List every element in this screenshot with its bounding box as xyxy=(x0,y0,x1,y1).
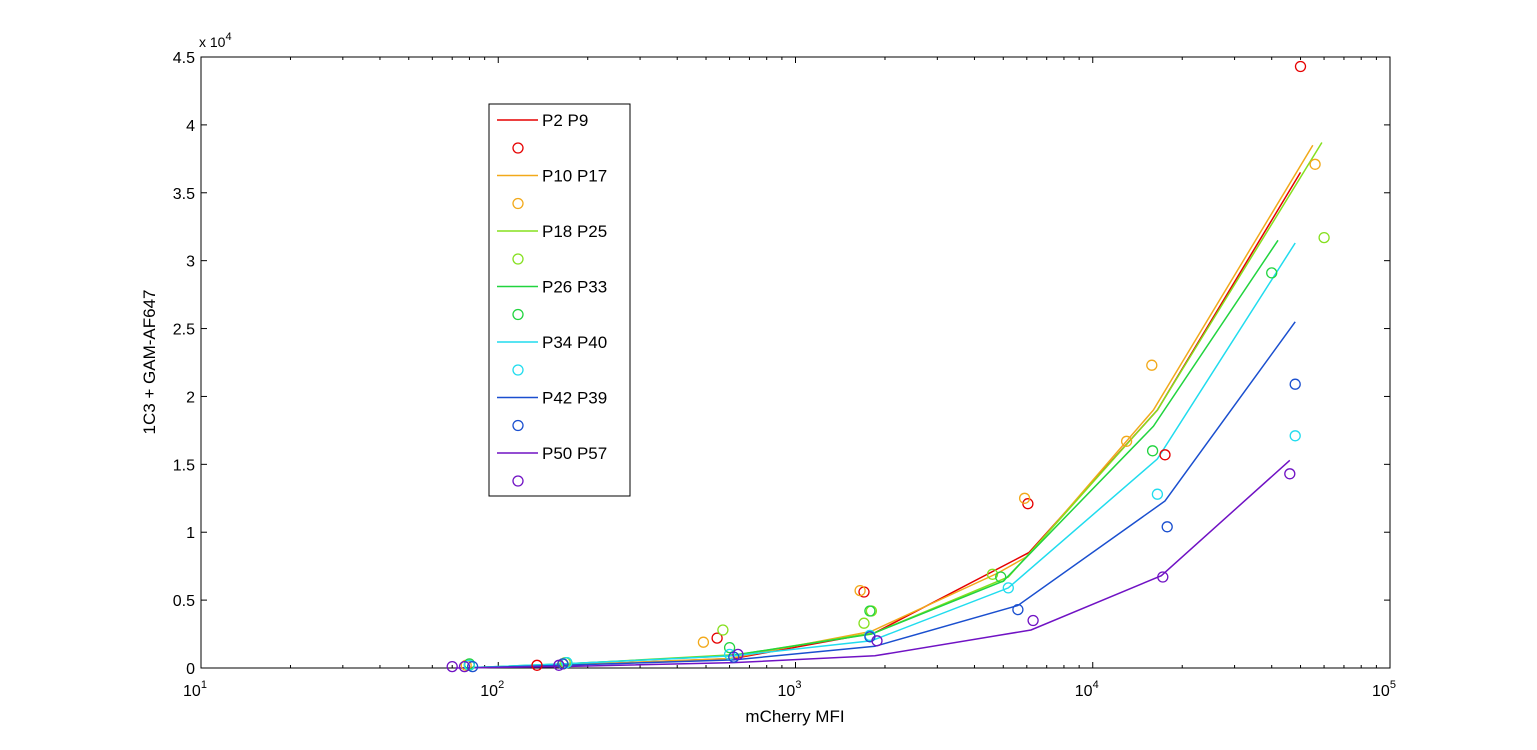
data-point xyxy=(717,624,729,636)
y-exponent-power: 4 xyxy=(225,31,231,43)
data-point xyxy=(1294,60,1307,73)
legend-marker-swatch xyxy=(512,308,524,321)
y-tick-label: 1.5 xyxy=(173,457,195,474)
data-point xyxy=(1027,614,1039,627)
data-point xyxy=(1159,449,1171,461)
data-point xyxy=(553,659,565,671)
legend-marker-swatch xyxy=(512,142,524,154)
x-tick-label: 104 xyxy=(1075,679,1099,700)
x-tick-label: 101 xyxy=(183,679,207,700)
data-point xyxy=(1151,488,1164,500)
data-point xyxy=(1309,158,1321,170)
axis-ticks xyxy=(200,56,1391,669)
y-tick-label: 4 xyxy=(186,118,195,135)
data-point xyxy=(1120,435,1133,447)
plot-area xyxy=(200,56,1391,669)
data-point xyxy=(1157,571,1169,583)
data-point xyxy=(864,605,876,617)
data-point xyxy=(1146,359,1158,371)
y-tick-label: 3.5 xyxy=(173,186,195,203)
series-points xyxy=(446,60,1330,673)
y-exponent-label: x 104 xyxy=(199,31,232,50)
y-axis-label: 1C3 + GAM-AF647 xyxy=(140,289,159,434)
data-point xyxy=(1161,521,1173,533)
y-tick-label: 4.5 xyxy=(173,50,195,67)
legend: P2 P9 P10 P17 P18 P25 P26 P33 P34 P40 P42 P39… xyxy=(488,103,631,497)
data-point xyxy=(995,571,1007,583)
data-point xyxy=(1289,378,1301,390)
legend-marker-swatch xyxy=(512,419,524,432)
data-point xyxy=(1012,603,1024,616)
data-point xyxy=(1146,445,1159,457)
svg-text:x 104: x 104 xyxy=(199,31,232,50)
data-point xyxy=(1266,267,1278,279)
data-point xyxy=(723,641,736,654)
data-point xyxy=(1022,498,1034,510)
x-tick-label: 102 xyxy=(480,679,504,700)
data-point xyxy=(858,617,870,629)
legend-label: P42 P39 xyxy=(542,389,607,408)
data-point xyxy=(697,636,710,648)
data-point xyxy=(986,568,999,580)
legend-marker-swatch xyxy=(512,364,524,376)
legend-marker-swatch xyxy=(512,197,524,210)
data-point xyxy=(854,584,866,597)
legend-marker-swatch xyxy=(512,475,524,487)
legend-box xyxy=(488,103,631,497)
legend-marker-swatch xyxy=(512,253,524,265)
legend-label: P34 P40 xyxy=(542,333,607,352)
data-point xyxy=(1318,231,1330,244)
y-tick-label: 2.5 xyxy=(173,322,195,339)
data-point xyxy=(1289,430,1301,442)
y-tick-label: 3 xyxy=(186,254,195,271)
data-point xyxy=(871,635,883,647)
data-point xyxy=(732,648,744,661)
data-point xyxy=(1002,582,1014,594)
data-point xyxy=(1018,492,1031,504)
legend-label: P50 P57 xyxy=(542,444,607,463)
y-exponent-base: x 10 xyxy=(199,34,226,50)
legend-label: P26 P33 xyxy=(542,278,607,297)
data-point xyxy=(1284,468,1296,480)
data-point xyxy=(446,660,458,673)
y-tick-label: 0.5 xyxy=(173,593,195,610)
x-tick-label: 105 xyxy=(1372,679,1396,700)
axis-tick-labels: 0 0.5 1 1.5 2 2.5 3 3.5 4 4.5 101 102 103 104 105 xyxy=(173,50,1396,700)
x-tick-label: 103 xyxy=(778,679,802,700)
x-axis-label: mCherry MFI xyxy=(745,707,844,726)
data-point xyxy=(466,660,479,673)
y-tick-label: 1 xyxy=(186,525,195,542)
legend-label: P10 P17 xyxy=(542,167,607,186)
data-point xyxy=(531,659,543,671)
legend-label: P18 P25 xyxy=(542,222,607,241)
data-point xyxy=(711,632,723,644)
y-tick-label: 2 xyxy=(186,389,195,406)
legend-label: P2 P9 xyxy=(542,111,588,130)
y-tick-label: 0 xyxy=(186,661,195,678)
data-point xyxy=(458,660,471,673)
